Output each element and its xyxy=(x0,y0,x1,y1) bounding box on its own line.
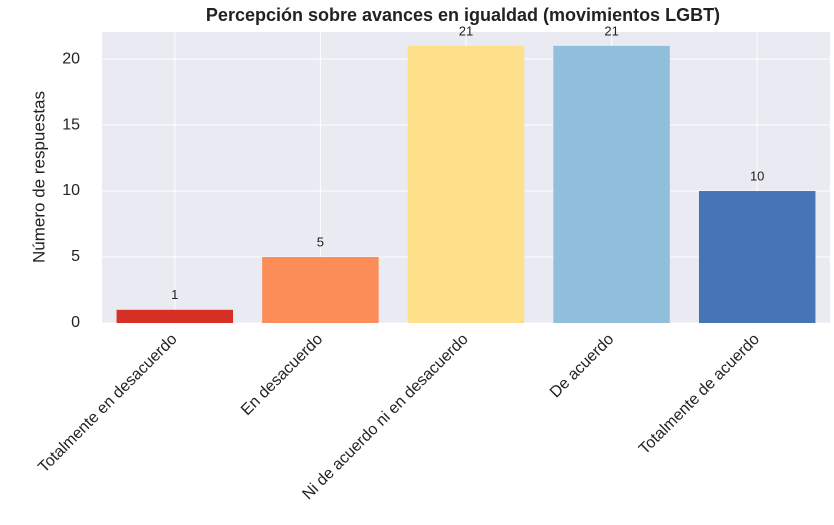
bar xyxy=(698,191,816,323)
y-axis-label: Número de respuestas xyxy=(29,91,48,263)
x-tick-label: Totalmente de acuerdo xyxy=(636,331,763,458)
bar xyxy=(116,309,234,323)
x-tick-label: Totalmente en desacuerdo xyxy=(35,331,180,476)
y-tick-label: 5 xyxy=(71,248,80,265)
x-tick-label: De acuerdo xyxy=(547,331,618,402)
value-label: 1 xyxy=(171,287,178,302)
y-tick-label: 20 xyxy=(62,50,80,67)
x-tick-label: Ni de acuerdo ni en desacuerdo xyxy=(299,331,471,503)
value-label: 10 xyxy=(750,168,764,183)
y-tick-label: 0 xyxy=(71,314,80,331)
y-tick-label: 15 xyxy=(62,116,80,133)
bar xyxy=(553,45,670,323)
x-tick-label: En desacuerdo xyxy=(238,331,326,419)
y-tick-label: 10 xyxy=(62,182,80,199)
bar xyxy=(262,257,379,323)
value-label: 21 xyxy=(604,23,618,38)
value-label: 21 xyxy=(459,23,473,38)
bar xyxy=(407,45,525,323)
value-label: 5 xyxy=(317,234,324,249)
chart-title: Percepción sobre avances en igualdad (mo… xyxy=(206,5,720,25)
